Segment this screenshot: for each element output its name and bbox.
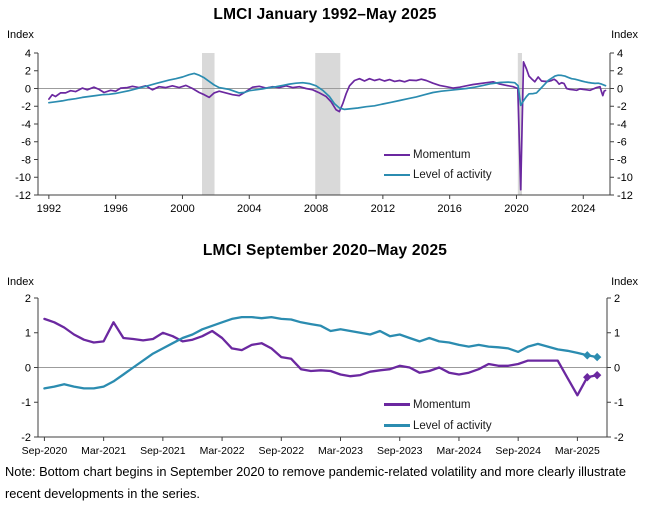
x-tick-label: Mar-2025 <box>555 445 600 457</box>
momentum-marker <box>583 373 592 382</box>
y-tick-label: -6 <box>21 137 31 149</box>
momentum-line <box>48 61 607 191</box>
x-tick-label: 2000 <box>170 203 194 215</box>
recession-band <box>517 53 522 195</box>
x-tick-label: 2024 <box>571 203 595 215</box>
y-tick-label: 2 <box>25 66 31 78</box>
legend-label-momentum: Momentum <box>413 398 471 411</box>
bottom-chart-legend: Momentum Level of activity <box>384 394 492 436</box>
recession-band <box>315 53 341 195</box>
y-tick-label: 2 <box>25 293 31 305</box>
legend-label-momentum: Momentum <box>413 149 471 161</box>
y-tick-label: -2 <box>21 101 31 113</box>
top-left-axis-unit-label: Index <box>7 29 34 41</box>
x-tick-label: Sep-2023 <box>377 445 423 457</box>
y-tick-label: 2 <box>614 293 620 305</box>
legend-item-momentum: Momentum <box>384 394 492 415</box>
legend-label-level: Level of activity <box>413 419 492 432</box>
y-tick-label: -2 <box>21 432 31 444</box>
x-tick-label: Sep-2022 <box>259 445 305 457</box>
legend-item-momentum: Momentum <box>384 145 492 165</box>
y-tick-label: -4 <box>617 119 627 131</box>
momentum-line-swatch <box>384 403 410 406</box>
level-of-activity-marker <box>592 352 602 362</box>
y-tick-label: 1 <box>614 328 620 340</box>
y-tick-label: -2 <box>614 432 624 444</box>
y-tick-label: 0 <box>614 362 620 374</box>
legend-item-level: Level of activity <box>384 415 492 436</box>
top-chart-legend: Momentum Level of activity <box>384 145 492 185</box>
x-tick-label: Mar-2023 <box>318 445 363 457</box>
y-tick-label: -1 <box>21 397 31 409</box>
y-tick-label: 1 <box>25 328 31 340</box>
y-tick-label: -4 <box>21 119 31 131</box>
x-tick-label: Sep-2020 <box>22 445 68 457</box>
top-chart-canvas: 4 4 2 2 0 0 -2 -2 -4 -4 -6 -6 -8 -8 -10 -10 -12 -12 1992 19… <box>15 48 633 215</box>
level-line-swatch <box>384 424 410 427</box>
level-of-activity-line <box>48 72 607 111</box>
y-tick-label: -8 <box>617 154 627 166</box>
y-tick-label: -12 <box>617 190 633 202</box>
y-tick-label: -2 <box>617 101 627 113</box>
level-of-activity-line <box>43 315 599 390</box>
x-tick-label: 2012 <box>371 203 395 215</box>
x-tick-label: 2016 <box>437 203 461 215</box>
y-tick-label: -10 <box>617 172 633 184</box>
y-tick-label: 4 <box>617 48 623 60</box>
y-tick-label: 0 <box>25 362 31 374</box>
y-tick-label: -8 <box>21 154 31 166</box>
top-chart-title: LMCI January 1992–May 2025 <box>213 6 437 23</box>
y-tick-label: -1 <box>614 397 624 409</box>
momentum-line <box>43 317 599 397</box>
level-of-activity-marker <box>583 351 592 360</box>
x-tick-label: 2008 <box>304 203 328 215</box>
x-tick-label: 1992 <box>37 203 61 215</box>
y-tick-label: -10 <box>15 172 31 184</box>
y-tick-label: -6 <box>617 137 627 149</box>
x-tick-label: Sep-2021 <box>140 445 186 457</box>
y-tick-label: 2 <box>617 66 623 78</box>
momentum-line-swatch <box>384 153 410 157</box>
x-tick-label: 2004 <box>237 203 261 215</box>
bottom-right-axis-unit-label: Index <box>611 276 638 288</box>
legend-item-level: Level of activity <box>384 165 492 185</box>
note-text: Note: Bottom chart begins in September 2… <box>5 464 626 501</box>
y-tick-label: 0 <box>25 83 31 95</box>
bottom-left-axis-unit-label: Index <box>7 276 34 288</box>
x-tick-label: Mar-2024 <box>436 445 481 457</box>
y-tick-label: 0 <box>617 83 623 95</box>
x-tick-label: Mar-2022 <box>200 445 245 457</box>
recession-band <box>202 53 215 195</box>
legend-label-level: Level of activity <box>413 169 492 181</box>
momentum-marker <box>592 370 602 380</box>
bottom-chart-title: LMCI September 2020–May 2025 <box>202 242 448 259</box>
y-tick-label: -12 <box>15 190 31 202</box>
x-tick-label: 1996 <box>103 203 127 215</box>
level-line-swatch <box>384 173 410 177</box>
x-tick-label: 2020 <box>504 203 528 215</box>
y-tick-label: 4 <box>25 48 31 60</box>
x-tick-label: Sep-2024 <box>495 445 541 457</box>
top-right-axis-unit-label: Index <box>611 29 638 41</box>
x-tick-label: Mar-2021 <box>81 445 126 457</box>
